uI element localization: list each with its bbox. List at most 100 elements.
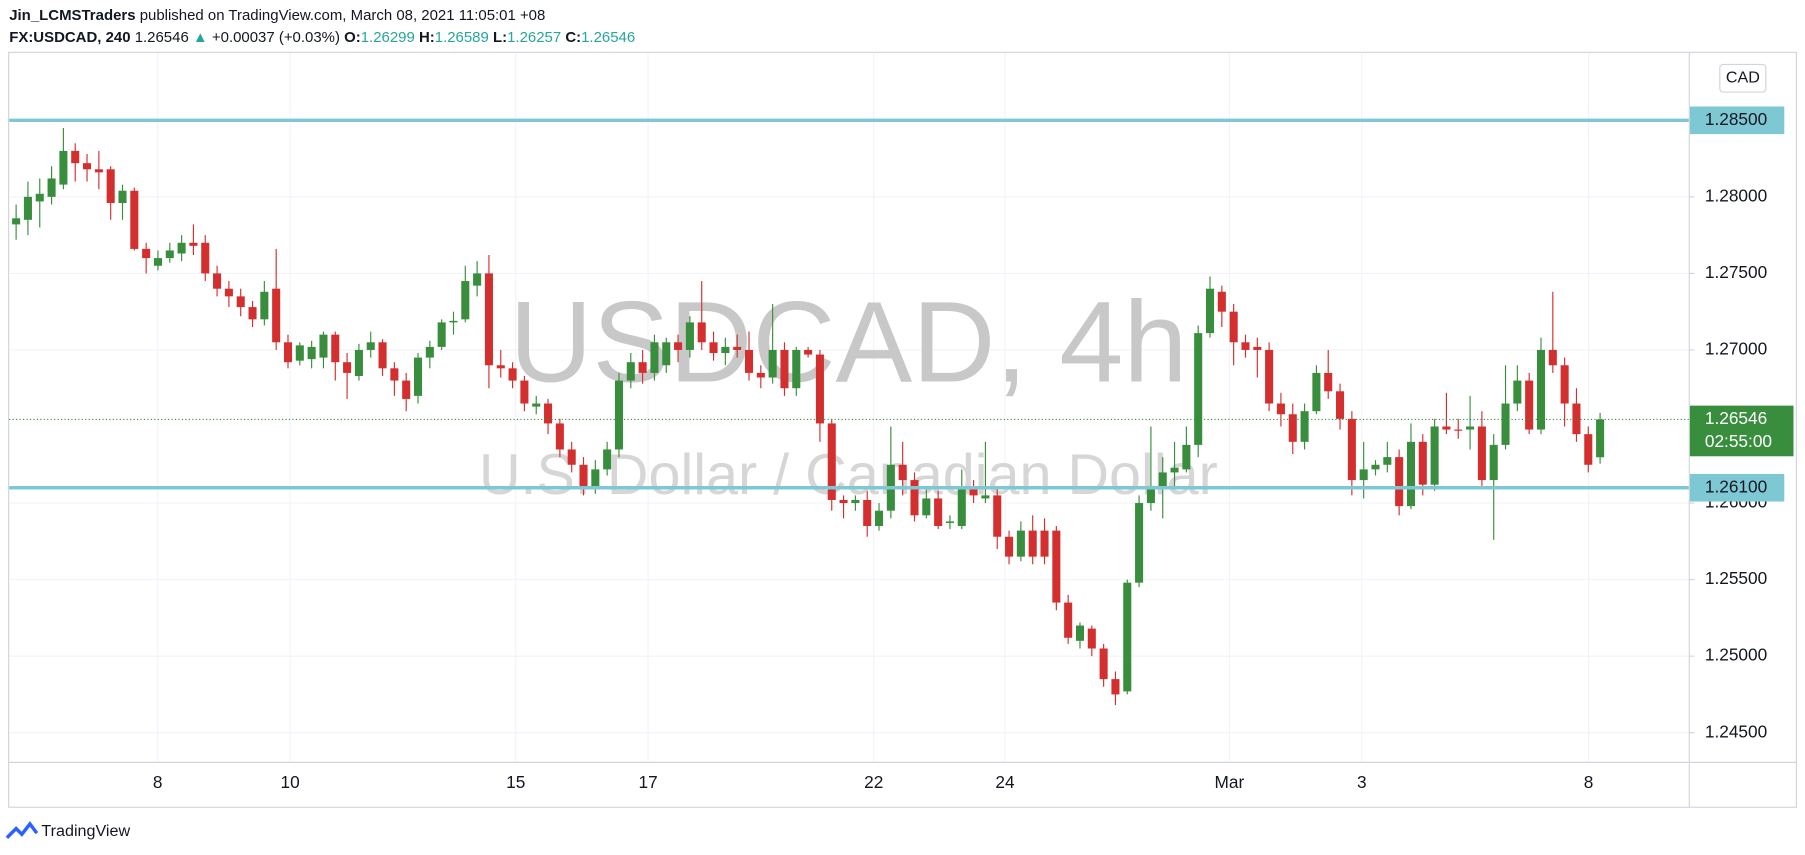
candle-body bbox=[12, 218, 21, 225]
candle-body bbox=[1075, 625, 1085, 641]
x-tick-label: 8 bbox=[153, 772, 163, 792]
y-tick-label: 1.27000 bbox=[1705, 339, 1767, 359]
candle-body bbox=[508, 368, 517, 381]
candle-body bbox=[1418, 441, 1427, 485]
x-tick-label: 17 bbox=[639, 772, 658, 792]
candle-body bbox=[744, 349, 754, 373]
candle-body bbox=[1477, 426, 1486, 481]
candle-body bbox=[721, 346, 730, 354]
candle-body bbox=[1536, 349, 1546, 430]
candle-body bbox=[1253, 346, 1262, 350]
symbol: FX:USDCAD, 240 bbox=[9, 29, 130, 46]
candle-body bbox=[1525, 380, 1534, 430]
candle-body bbox=[35, 193, 44, 202]
grid bbox=[9, 52, 1689, 762]
candle-body bbox=[1383, 457, 1392, 465]
y-tick-label: 1.27500 bbox=[1705, 262, 1767, 282]
ohlc-value: 1.26257 bbox=[507, 29, 561, 46]
candle-body bbox=[473, 273, 482, 286]
candle-body bbox=[177, 242, 186, 254]
candle-body bbox=[685, 322, 694, 350]
candle-body bbox=[614, 380, 624, 450]
author: Jin_LCMSTraders bbox=[9, 7, 135, 24]
currency-button[interactable] bbox=[1719, 63, 1767, 93]
candle-body bbox=[47, 178, 56, 197]
candle-body bbox=[461, 281, 470, 320]
candle-body bbox=[638, 362, 647, 373]
candle-body bbox=[1288, 414, 1297, 442]
candle-body bbox=[1241, 342, 1250, 350]
countdown: 02:55:00 bbox=[1705, 431, 1772, 451]
y-tick-label: 1.25500 bbox=[1705, 568, 1767, 588]
candle-body bbox=[1005, 536, 1014, 557]
candle-body bbox=[532, 403, 541, 407]
candle-body bbox=[1489, 444, 1498, 481]
candle-body bbox=[851, 499, 860, 504]
candle-body bbox=[130, 190, 139, 249]
candle-body bbox=[650, 342, 659, 373]
candle-body bbox=[484, 273, 493, 366]
candle-body bbox=[1371, 464, 1380, 470]
candle-body bbox=[343, 362, 352, 373]
ohlc-key: O: bbox=[344, 29, 361, 46]
candle-body bbox=[307, 346, 316, 360]
y-tick-label: 1.28000 bbox=[1705, 185, 1767, 205]
candle-body bbox=[1548, 349, 1557, 366]
candle-body bbox=[260, 291, 269, 320]
logo bbox=[5, 821, 39, 839]
candle-body bbox=[295, 345, 304, 361]
x-tick-label: 24 bbox=[995, 772, 1015, 792]
candle-body bbox=[1442, 426, 1451, 430]
candle-body bbox=[827, 423, 836, 500]
candle-body bbox=[709, 342, 718, 354]
ohlc-value: 1.26546 bbox=[581, 29, 635, 46]
candle-body bbox=[201, 242, 210, 274]
candle-body bbox=[1217, 291, 1226, 312]
candle-body bbox=[993, 495, 1002, 537]
candle-body bbox=[804, 349, 813, 355]
x-tick-label: 10 bbox=[280, 772, 299, 792]
candle-body bbox=[1052, 530, 1061, 603]
x-tick-label: 8 bbox=[1584, 772, 1594, 792]
candle-body bbox=[1146, 487, 1155, 504]
ohlc-key: L: bbox=[493, 29, 507, 46]
ohlc-key: H: bbox=[419, 29, 435, 46]
candle-body bbox=[1395, 457, 1404, 507]
y-tick-label: 1.25000 bbox=[1705, 645, 1767, 665]
candle-body bbox=[1501, 403, 1510, 445]
candle-body bbox=[1194, 333, 1203, 445]
candle-body bbox=[733, 346, 742, 350]
ohlc-value: 1.26299 bbox=[361, 29, 415, 46]
last: 1.26546 bbox=[135, 29, 189, 46]
candle-body bbox=[1265, 349, 1274, 404]
last-price-box bbox=[1689, 405, 1794, 457]
candle-body bbox=[520, 380, 529, 404]
candle-body bbox=[1028, 530, 1037, 557]
candle-body bbox=[142, 248, 151, 259]
candle-body bbox=[768, 349, 777, 378]
level-box bbox=[1689, 473, 1785, 502]
ohlc-key: C: bbox=[565, 29, 581, 46]
candle-body bbox=[224, 288, 233, 297]
candle-body bbox=[591, 469, 600, 488]
candle-body bbox=[153, 258, 162, 266]
candle-body bbox=[1016, 530, 1025, 557]
candle-body bbox=[1123, 582, 1132, 692]
candle-body bbox=[272, 288, 281, 343]
candle-body bbox=[366, 342, 375, 350]
candle-body bbox=[875, 510, 884, 527]
candle-body bbox=[1040, 530, 1049, 557]
candle-body bbox=[71, 150, 80, 164]
candle-body bbox=[1406, 441, 1415, 507]
last-price-label: 1.26546 bbox=[1705, 408, 1767, 428]
candle-body bbox=[815, 354, 824, 424]
candle-body bbox=[1584, 434, 1593, 465]
candle-body bbox=[697, 322, 706, 343]
candle-body bbox=[981, 495, 990, 499]
candle-body bbox=[780, 349, 789, 389]
candle-body bbox=[969, 487, 978, 496]
candle-body bbox=[1466, 426, 1475, 430]
published: published on TradingView.com, March 08, … bbox=[140, 7, 546, 24]
